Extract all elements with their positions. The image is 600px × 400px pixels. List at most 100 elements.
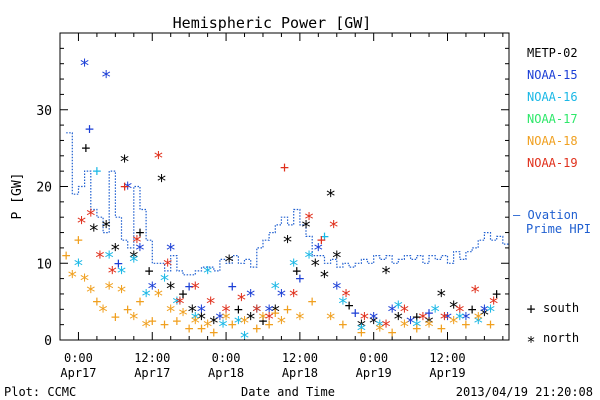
marker-point: *	[131, 232, 142, 253]
marker-point: +	[271, 304, 280, 322]
marker-point: *	[325, 186, 336, 207]
marker-point: *	[245, 309, 256, 330]
marker-point: *	[368, 309, 379, 330]
marker-point: +	[412, 319, 421, 337]
marker-point: *	[101, 67, 112, 88]
marker-point: *	[233, 313, 244, 334]
marker-point: +	[81, 139, 90, 157]
marker-point: +	[85, 120, 94, 138]
marker-point: +	[338, 316, 347, 334]
marker-point: *	[76, 213, 87, 234]
marker-point: *	[381, 263, 392, 284]
marker-point: +	[74, 231, 83, 249]
marker-point: *	[218, 317, 229, 338]
ovation-series	[66, 132, 509, 276]
marker-point: *	[251, 301, 262, 322]
marker-point: *	[485, 301, 496, 322]
marker-point: *	[116, 282, 127, 303]
marker-point: *	[101, 217, 112, 238]
y-axis-label: P [GW]	[10, 173, 25, 220]
marker-point: *	[159, 271, 170, 292]
marker-point: +	[388, 323, 397, 341]
marker-point: *	[162, 255, 173, 276]
marker-point: *	[276, 286, 287, 307]
marker-point: *	[104, 278, 115, 299]
marker-point: *	[175, 294, 186, 315]
marker-point: *	[122, 179, 133, 200]
x-tick-date: Apr17	[60, 366, 96, 380]
marker-point: +	[178, 285, 187, 303]
y-tick-labels: 0 10 20 30	[36, 104, 52, 349]
marker-point: +	[280, 158, 289, 176]
ovation-legend-line2: Prime HPI	[526, 222, 591, 236]
marker-point: *	[85, 282, 96, 303]
series-legend: METP-02 NOAA-15 NOAA-16 NOAA-17 NOAA-18 NOAA-…	[527, 46, 578, 170]
legend-entry: NOAA-17	[527, 112, 578, 126]
marker-point: +	[148, 312, 157, 330]
marker-point: *	[85, 205, 96, 226]
marker-point: *	[190, 309, 201, 330]
marker-point: *	[417, 309, 428, 330]
marker-point: *	[196, 309, 207, 330]
marker-point: *	[141, 286, 152, 307]
marker-point: *	[479, 301, 490, 322]
y-tick-label: 10	[36, 257, 52, 272]
marker-point: *	[88, 221, 99, 242]
marker-point: *	[359, 309, 370, 330]
marker-point: *	[79, 271, 90, 292]
marker-point: +	[123, 300, 132, 318]
marker-point: *	[98, 301, 109, 322]
marker-point: *	[368, 313, 379, 334]
marker-point: *	[473, 309, 484, 330]
marker-point: *	[461, 309, 472, 330]
marker-point: *	[205, 294, 216, 315]
marker-point: +	[412, 308, 421, 326]
y-tick-label: 30	[36, 104, 52, 119]
footer-left: Plot: CCMC	[4, 385, 76, 399]
marker-point: +	[228, 316, 237, 334]
marker-point: +	[486, 316, 495, 334]
marker-point: *	[288, 286, 299, 307]
marker-point: *	[128, 251, 139, 272]
marker-point: *	[251, 301, 262, 322]
marker-point: *	[104, 248, 115, 269]
marker-point: *	[270, 278, 281, 299]
marker-point: +	[185, 277, 194, 295]
marker-point: *	[95, 248, 106, 269]
marker-legend-symbol: *	[526, 333, 535, 351]
x-tick-time: 0:00	[359, 351, 388, 365]
marker-point: *	[488, 294, 499, 315]
marker-point: *	[187, 301, 198, 322]
x-tick-time: 12:00	[134, 351, 170, 365]
marker-legend-label: south	[543, 301, 579, 315]
marker-point: *	[202, 263, 213, 284]
marker-point: *	[470, 282, 481, 303]
marker-point: *	[141, 317, 152, 338]
marker-point: *	[439, 309, 450, 330]
marker-point: +	[425, 304, 434, 322]
marker-point: *	[405, 313, 416, 334]
chart-title: Hemispheric Power [GW]	[173, 14, 372, 32]
marker-point: *	[301, 217, 312, 238]
marker-point: *	[310, 255, 321, 276]
marker-point: *	[430, 301, 441, 322]
marker-point: *	[393, 297, 404, 318]
marker-point: *	[153, 148, 164, 169]
marker-point: *	[473, 313, 484, 334]
marker-point: *	[239, 328, 250, 349]
marker-point: +	[160, 316, 169, 334]
marker-point: *	[338, 294, 349, 315]
marker-point: *	[356, 320, 367, 341]
marker-point: *	[221, 309, 232, 330]
marker-point: +	[92, 293, 101, 311]
marker-point: *	[282, 232, 293, 253]
marker-point: *	[258, 309, 269, 330]
marker-point: *	[393, 309, 404, 330]
marker-point: *	[156, 171, 167, 192]
marker-point: +	[468, 300, 477, 318]
marker-point: *	[399, 301, 410, 322]
data-markers: +* ****++** +** **+ * + **+*****+* *** + *** + *+*+…	[62, 56, 502, 349]
marker-point: +	[308, 293, 317, 311]
marker-point: *	[448, 297, 459, 318]
